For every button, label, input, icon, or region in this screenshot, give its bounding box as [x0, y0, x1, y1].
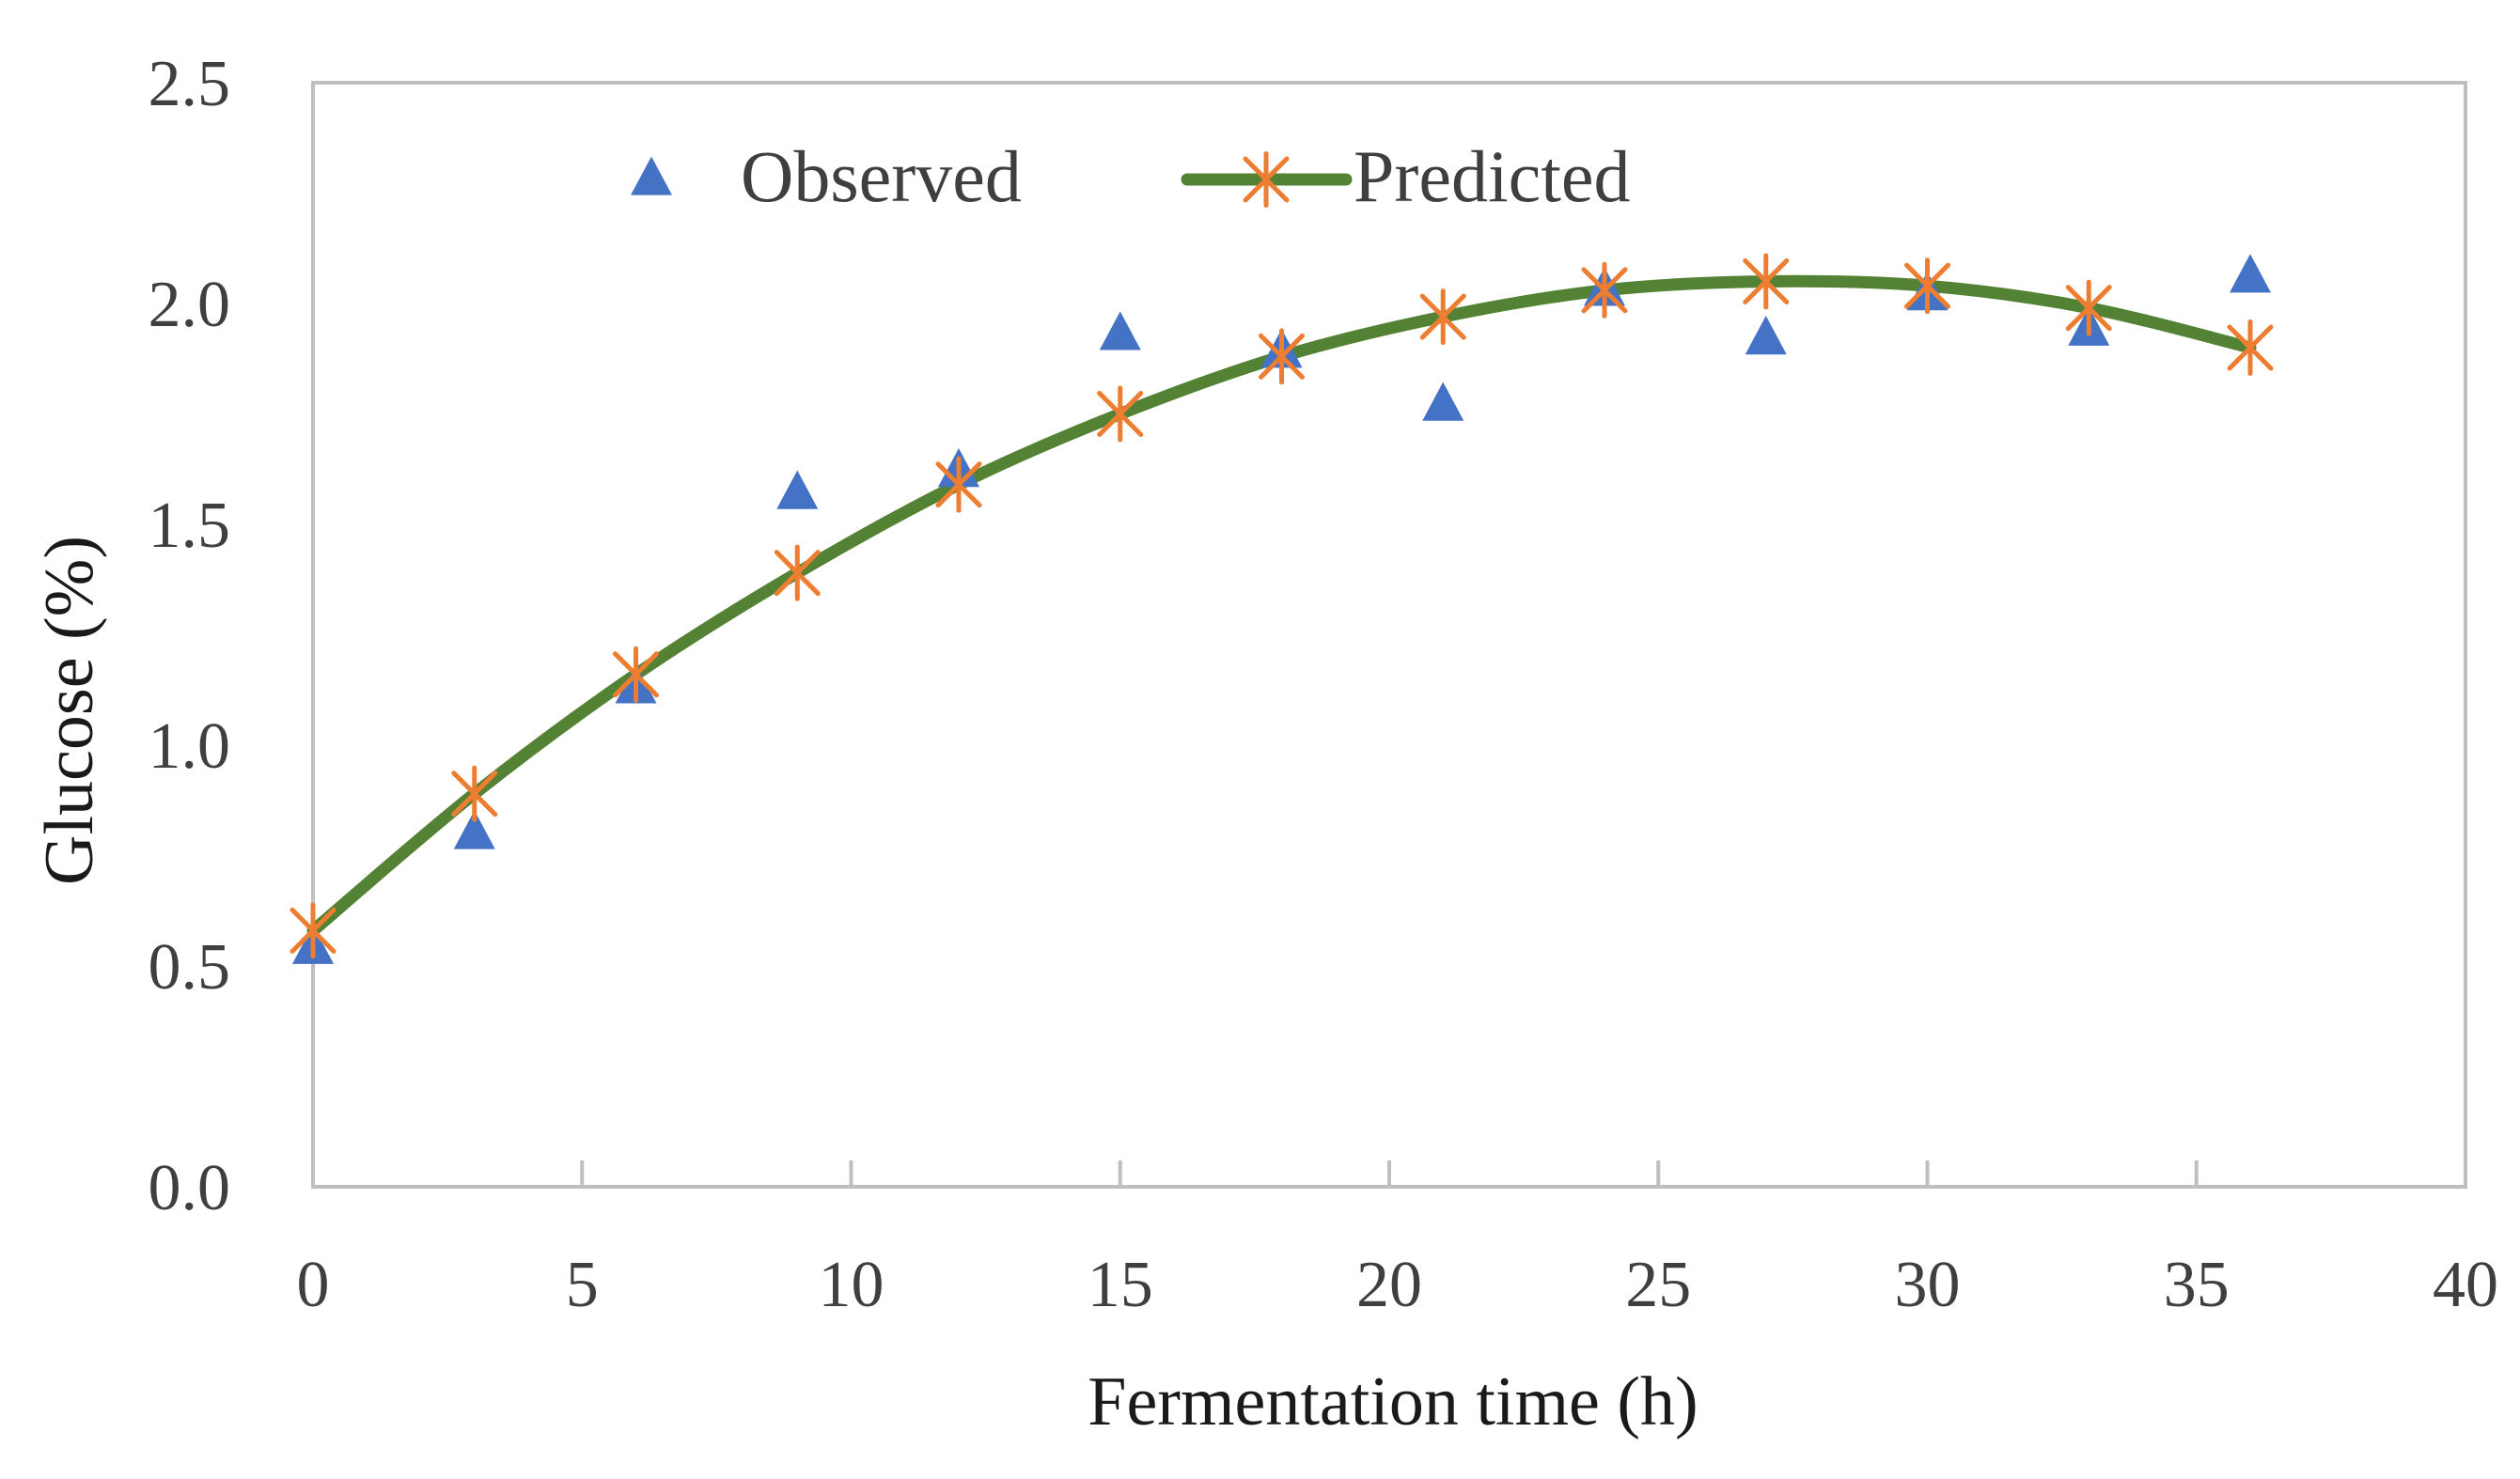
predicted-point	[451, 765, 498, 822]
x-tick-label: 35	[2164, 1249, 2230, 1321]
predicted-point	[1581, 261, 1628, 319]
legend-predicted-marker	[1243, 151, 1290, 208]
legend-predicted-label: Predicted	[1354, 135, 1631, 217]
x-axis-title: Fermentation time (h)	[1088, 1363, 1698, 1440]
predicted-point	[1097, 385, 1144, 443]
predicted-point	[613, 646, 659, 703]
predicted-point	[1259, 328, 1305, 385]
x-tick-label: 30	[1895, 1249, 1961, 1321]
y-tick-label: 0.5	[149, 931, 231, 1004]
observed-point	[1422, 381, 1464, 421]
predicted-point	[290, 902, 337, 959]
observed-point	[1745, 316, 1787, 355]
x-tick-label: 15	[1088, 1249, 1153, 1321]
observed-point	[776, 470, 819, 509]
y-tick-label: 1.5	[149, 490, 231, 562]
observed-point	[2230, 254, 2271, 293]
y-tick-label: 2.5	[149, 48, 231, 120]
y-tick-label: 1.0	[149, 710, 231, 783]
predicted-point	[1904, 257, 1950, 315]
predicted-point	[1743, 253, 1790, 310]
x-tick-label: 40	[2433, 1249, 2498, 1321]
predicted-point	[1419, 288, 1466, 346]
x-tick-label: 25	[1625, 1249, 1691, 1321]
y-axis-title: Glucose (%)	[31, 536, 108, 885]
predicted-point	[935, 456, 982, 513]
x-tick-label: 10	[819, 1249, 884, 1321]
x-tick-label: 0	[297, 1249, 330, 1321]
y-tick-label: 0.0	[149, 1152, 231, 1224]
legend-observed-label: Observed	[741, 135, 1022, 217]
x-tick-label: 5	[566, 1249, 599, 1321]
predicted-point	[2065, 279, 2112, 336]
predicted-point	[2227, 319, 2274, 376]
y-tick-label: 2.0	[149, 269, 231, 341]
predicted-point	[774, 544, 821, 601]
observed-point	[1099, 311, 1141, 350]
observed-point	[453, 810, 495, 849]
x-tick-label: 20	[1356, 1249, 1422, 1321]
legend-observed-marker	[631, 156, 672, 195]
